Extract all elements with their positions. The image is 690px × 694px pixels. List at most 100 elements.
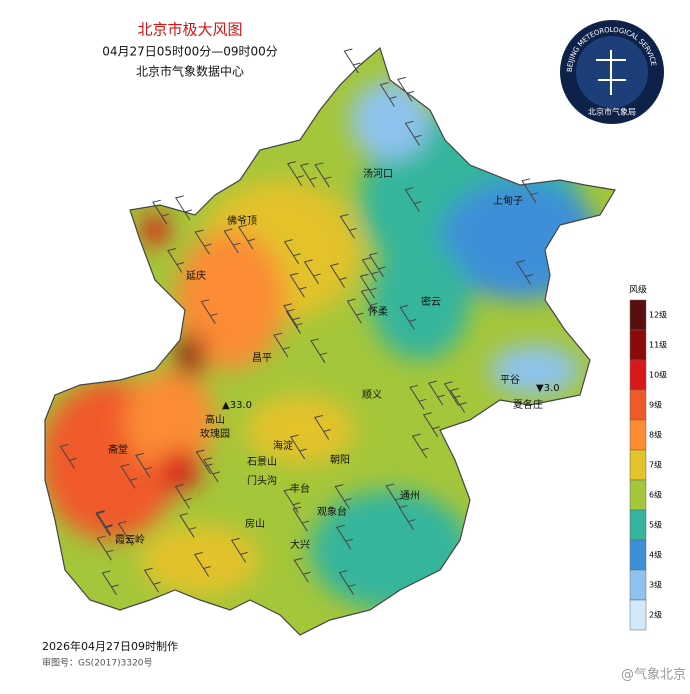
place-label: 海淀 [273, 439, 293, 452]
wind-barb [292, 506, 310, 532]
wind-barb [521, 178, 539, 204]
wind-barb [329, 263, 347, 288]
place-label: 延庆 [186, 269, 206, 282]
wind-barb [167, 248, 185, 273]
place-label: 佛爷顶 [227, 214, 257, 227]
wind-barb [117, 520, 135, 546]
legend-swatch [629, 599, 647, 631]
legend-swatch [629, 329, 647, 361]
wind-barb [335, 524, 353, 550]
wind-barb [120, 463, 138, 489]
logo-name: 北京市气象局 [588, 107, 636, 117]
legend-swatch [629, 359, 647, 391]
legend-title: 风级 [629, 284, 647, 296]
wind-barb [193, 551, 211, 577]
wind-barb [379, 82, 397, 107]
wind-barb [343, 48, 361, 74]
legend-label: 12级 [649, 310, 667, 320]
wind-barb [339, 213, 357, 239]
watermark: @气象北京 [621, 667, 686, 683]
wind-barb [313, 415, 331, 440]
legend: 风级 12级 11级 10级 9级 8级 7级 6级 5级 4级 3级 2级 [629, 284, 667, 631]
time-range: 04月27日05时00分—09时00分 [102, 45, 278, 59]
approval: 审图号：GS(2017)3320号 [42, 657, 153, 669]
made-time: 2026年04月27日09时制作 [42, 639, 178, 653]
place-label: 霞云岭 [115, 533, 145, 546]
wind-barb [194, 229, 212, 255]
place-label: 朝阳 [330, 454, 350, 466]
wind-barbs [59, 48, 539, 596]
wind-barb [411, 433, 429, 459]
place-label: 通州 [400, 490, 420, 502]
place-label: 石景山 [247, 456, 277, 468]
place-label: 密云 [421, 295, 441, 308]
wind-barb [359, 273, 377, 299]
wind-barb [314, 162, 332, 188]
wind-barb [515, 259, 533, 285]
place-label: 门头沟 [247, 474, 277, 487]
wind-barb [238, 224, 256, 250]
legend-swatch [629, 569, 647, 601]
wind-barb [289, 272, 307, 298]
place-label: 昌平 [252, 352, 272, 364]
legend-label: 8级 [649, 430, 662, 440]
wind-barb [289, 434, 307, 460]
legend-swatch [629, 419, 647, 451]
wind-barb [404, 187, 422, 212]
wind-barb [310, 338, 328, 364]
legend-label: 6级 [649, 490, 662, 500]
wind-barb [361, 257, 379, 283]
wind-barb [334, 484, 352, 509]
wind-barb [286, 161, 304, 186]
legend-label: 4级 [649, 550, 662, 560]
place-label: 大兴 [290, 538, 310, 551]
wind-barb [152, 199, 170, 225]
wind-barb [443, 381, 461, 407]
place-label: 怀柔 [368, 306, 388, 318]
wind-barb [135, 452, 153, 478]
wind-barb [283, 303, 301, 328]
legend-swatch [629, 299, 647, 331]
wind-barb [368, 252, 386, 278]
wind-barb [200, 299, 218, 324]
place-label: 平谷 [500, 374, 520, 386]
wind-barb [449, 388, 467, 413]
place-label: 丰台 [290, 482, 310, 495]
legend-swatch [629, 449, 647, 481]
legend-swatch [629, 389, 647, 421]
source: 北京市气象数据中心 [136, 64, 244, 79]
logo: BEIJING METEOROLOGICAL SERVICE 北京市气象局 [560, 20, 664, 124]
place-label: 顺义 [362, 389, 382, 401]
place-label: 斋堂 [108, 443, 128, 456]
wind-barb [399, 304, 417, 330]
wind-barb [360, 288, 378, 314]
wind-barb [293, 557, 311, 583]
wind-barb [174, 195, 192, 221]
wind-barb [404, 120, 422, 146]
wind-barb [385, 483, 403, 509]
title: 北京市极大风图 [137, 21, 242, 39]
wind-barb [174, 484, 192, 509]
legend-swatch [629, 509, 647, 541]
wind-barb [230, 537, 248, 563]
place-label: 观象台 [317, 505, 347, 518]
wind-barb [273, 332, 291, 358]
extreme-value: ▼3.0 [536, 383, 560, 394]
place-label: 上甸子 [493, 194, 523, 207]
wind-barb [101, 570, 119, 596]
wind-barb [95, 511, 113, 537]
wind-barb [428, 380, 445, 406]
wind-barb [346, 298, 364, 324]
legend-label: 11级 [649, 340, 667, 350]
wind-barb [397, 76, 415, 102]
wind-barb [409, 384, 427, 410]
place-label: 高山 [205, 413, 225, 426]
legend-label: 7级 [649, 460, 662, 470]
wind-barb [179, 512, 197, 538]
place-label: 夏各庄 [513, 398, 543, 411]
wind-barb [59, 443, 77, 469]
legend-label: 10级 [649, 370, 667, 380]
wind-barb [299, 162, 317, 188]
